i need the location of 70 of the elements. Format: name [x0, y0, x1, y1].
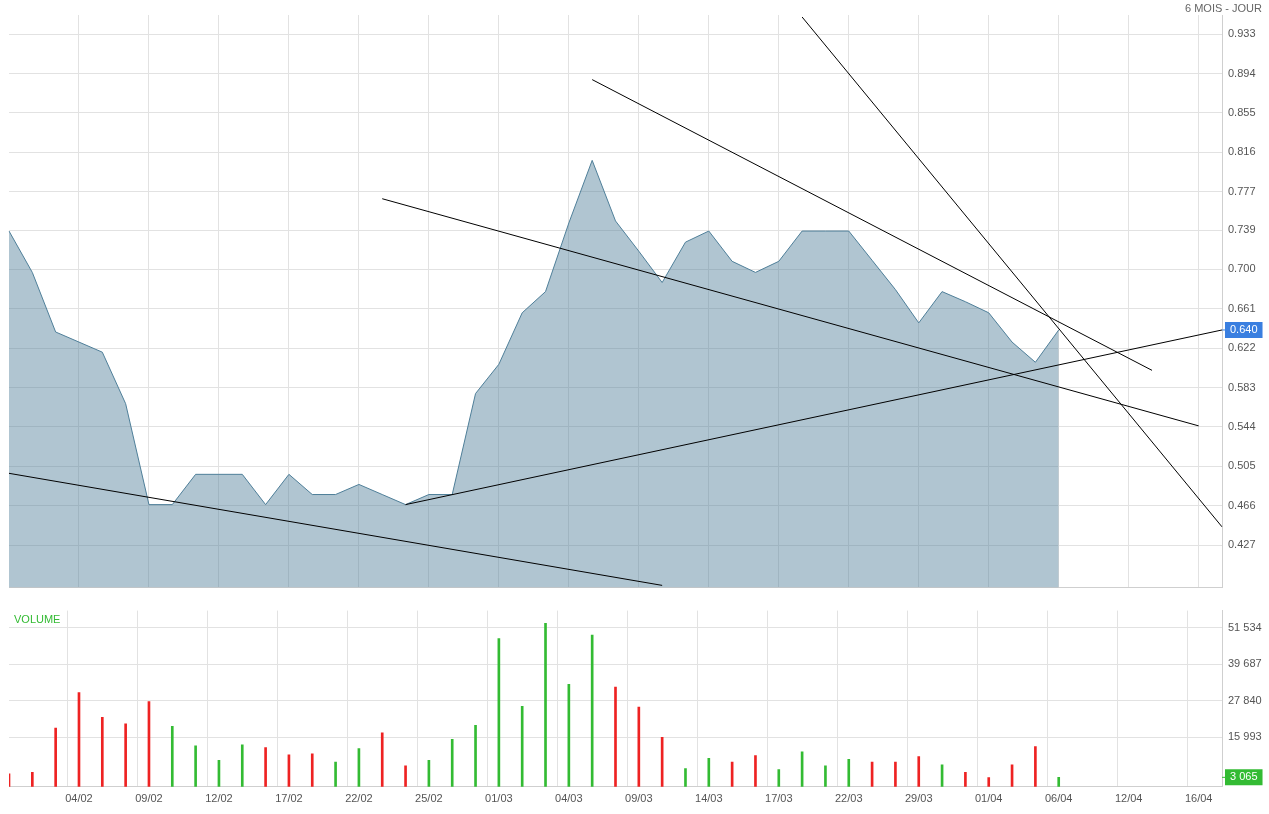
bar [310, 753, 314, 787]
y-tick-label: 0.816 [1228, 145, 1256, 158]
x-tick-label: 04/03 [555, 792, 583, 805]
x-tick-label: 17/03 [765, 792, 793, 805]
bar [31, 771, 34, 787]
bar [380, 732, 384, 787]
bar [824, 765, 827, 787]
bar [707, 758, 711, 787]
y-tick-label: 0.661 [1228, 301, 1256, 314]
bar [777, 769, 781, 787]
bar [170, 725, 174, 787]
y-tick-label: 0.427 [1228, 538, 1256, 551]
y-tick-label: 0.583 [1228, 380, 1256, 393]
x-tick-label: 04/02 [65, 792, 93, 805]
text: 3 065 [1230, 770, 1258, 783]
y-tick-label: 0.622 [1228, 341, 1256, 354]
x-tick-label: 12/04 [1114, 792, 1143, 805]
chart-subtitle: 6 MOIS - JOUR [1184, 1, 1263, 14]
bar [450, 738, 454, 787]
y-tick-label: 0.855 [1228, 105, 1256, 118]
bar [917, 756, 921, 787]
bar [54, 727, 57, 787]
bar [264, 747, 267, 787]
bar [544, 622, 547, 787]
bar [520, 705, 524, 787]
y-tick-label: 0.739 [1228, 223, 1256, 236]
x-tick-label: 06/04 [1044, 792, 1073, 805]
x-tick-label: 22/03 [835, 792, 863, 805]
x-tick-label: 09/02 [135, 792, 163, 805]
bar [404, 765, 407, 787]
bar [334, 761, 337, 787]
bar [614, 686, 617, 787]
bar [637, 706, 641, 787]
bar [987, 777, 991, 787]
bar [1034, 746, 1037, 787]
bar [240, 744, 244, 787]
bar [894, 761, 897, 787]
x-tick-label: 22/02 [345, 792, 373, 805]
bar [847, 759, 851, 787]
y-tick-label: 0.777 [1228, 184, 1256, 197]
x-tick-label: 16/04 [1184, 792, 1213, 805]
bar [684, 768, 687, 787]
bar [1057, 777, 1061, 787]
y-tick-label: 0.544 [1228, 419, 1256, 432]
bar [474, 725, 477, 787]
x-tick-label: 12/02 [205, 792, 233, 805]
x-tick-label: 29/03 [904, 792, 933, 805]
y-tick-label: 51 534 [1228, 620, 1262, 633]
x-tick-label: 01/03 [485, 792, 513, 805]
bar [124, 723, 127, 787]
bar [100, 717, 104, 787]
chart-title: VOLUME [14, 613, 61, 626]
bar [194, 745, 197, 787]
x-tick-label: 25/02 [415, 792, 443, 805]
bar [754, 755, 757, 787]
x-tick-label: 09/03 [625, 792, 653, 805]
bar [964, 771, 967, 787]
x-tick-label: 14/03 [695, 792, 723, 805]
y-tick-label: 0.505 [1228, 459, 1256, 472]
y-tick-label: 0.466 [1228, 498, 1256, 511]
x-tick-label: 01/04 [974, 792, 1003, 805]
y-tick-label: 0.933 [1228, 27, 1256, 40]
text: 0.640 [1230, 323, 1258, 335]
x-tick-label: 17/02 [275, 792, 303, 805]
y-tick-label: 0.894 [1228, 66, 1256, 79]
y-tick-label: 0.700 [1228, 262, 1256, 275]
y-tick-label: 39 687 [1228, 657, 1262, 670]
y-tick-label: 27 840 [1228, 693, 1262, 706]
bar [590, 634, 594, 787]
y-tick-label: 15 993 [1228, 730, 1262, 743]
